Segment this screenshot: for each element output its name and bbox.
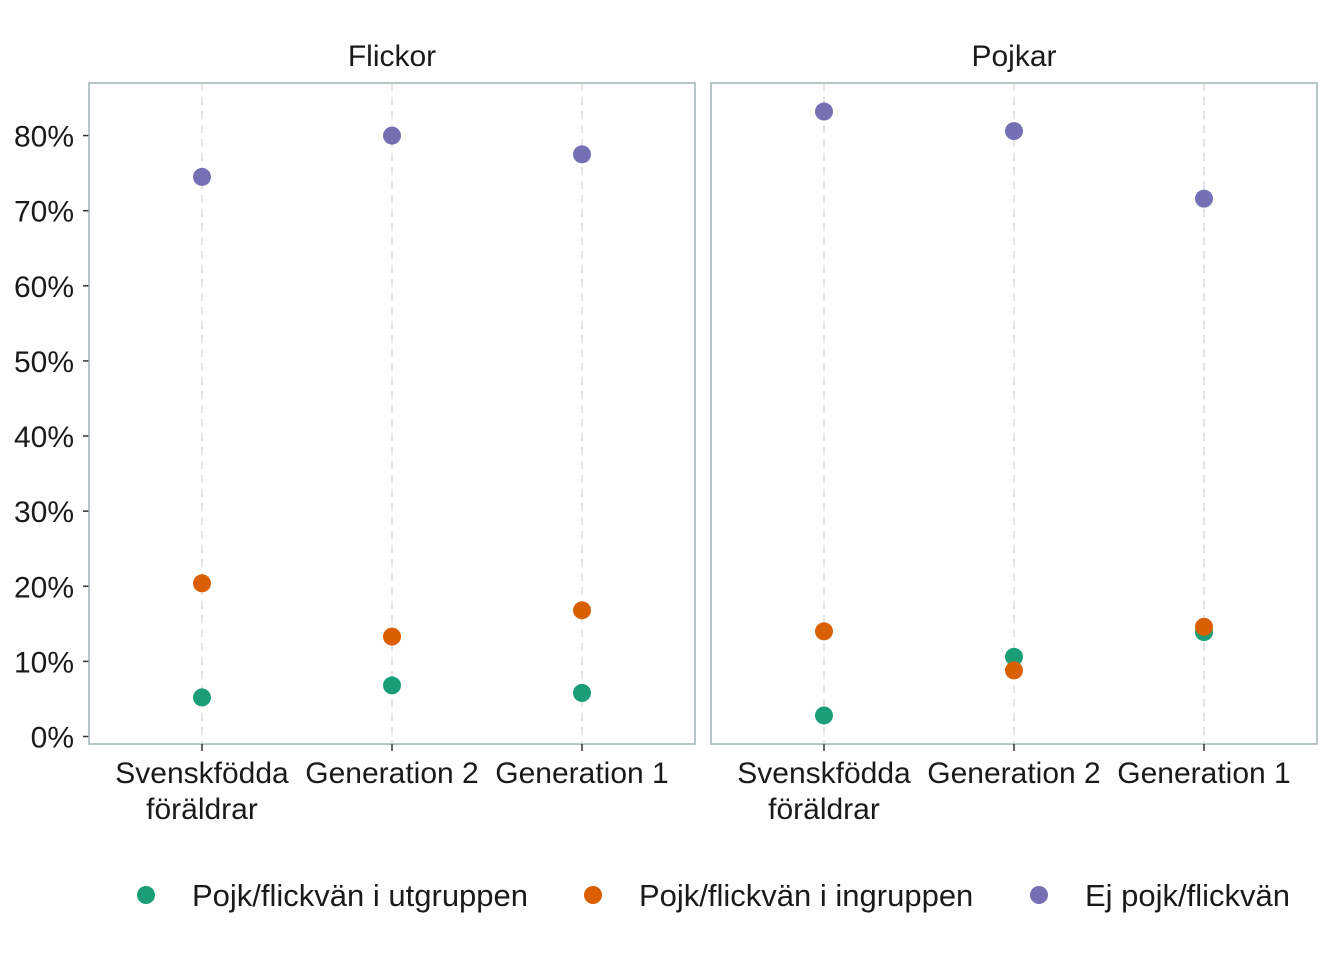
facet-title: Pojkar [971, 40, 1056, 73]
data-point [383, 676, 401, 695]
x-tick-label: Svenskfödda [737, 757, 911, 790]
y-tick-label: 30% [14, 496, 74, 529]
legend-label: Pojk/flickvän i utgruppen [192, 878, 528, 913]
data-point [193, 574, 211, 593]
y-tick-label: 0% [31, 721, 74, 754]
x-tick-label: Generation 1 [495, 757, 668, 790]
data-point [1195, 189, 1213, 208]
y-tick-label: 40% [14, 421, 74, 454]
y-tick-label: 70% [14, 196, 74, 229]
data-point [383, 126, 401, 145]
legend-key [1030, 886, 1048, 904]
x-tick-label-line2: föräldrar [146, 793, 258, 826]
legend-key [584, 886, 602, 904]
x-tick-label: Svenskfödda [115, 757, 289, 790]
x-tick-label: Generation 2 [927, 757, 1100, 790]
data-point [1195, 617, 1213, 636]
y-tick-label: 20% [14, 571, 74, 604]
data-point [383, 627, 401, 646]
x-tick-label: Generation 1 [1117, 757, 1290, 790]
data-point [815, 102, 833, 121]
y-tick-label: 50% [14, 346, 74, 379]
y-tick-label: 80% [14, 121, 74, 154]
legend-key [137, 886, 155, 904]
data-point [815, 706, 833, 725]
legend-label: Ej pojk/flickvän [1085, 878, 1290, 913]
x-tick-label-line2: föräldrar [768, 793, 880, 826]
data-point [1005, 661, 1023, 680]
data-point [1005, 647, 1023, 666]
data-point [1005, 122, 1023, 141]
facet-title: Flickor [348, 40, 436, 73]
legend: Pojk/flickvän i utgruppen Pojk/flickvän i… [137, 878, 1290, 913]
x-tick-label: Generation 2 [305, 757, 478, 790]
data-point [193, 167, 211, 186]
data-point [573, 601, 591, 620]
data-point [193, 688, 211, 707]
data-point [815, 622, 833, 641]
legend-label: Pojk/flickvän i ingruppen [639, 878, 973, 913]
data-point [573, 683, 591, 702]
data-point [573, 145, 591, 164]
y-tick-label: 60% [14, 271, 74, 304]
y-tick-label: 10% [14, 646, 74, 679]
